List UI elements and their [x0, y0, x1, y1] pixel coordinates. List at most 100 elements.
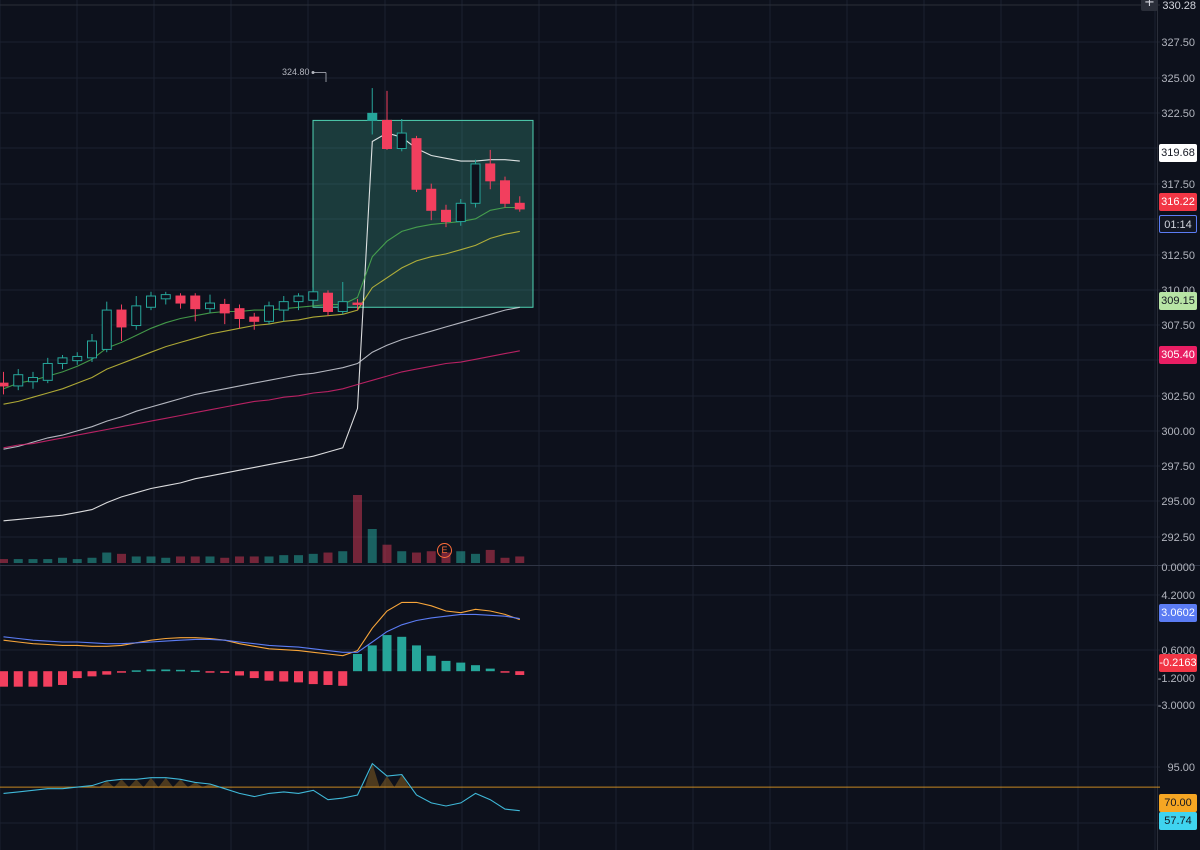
macd-hist-bar: [382, 635, 392, 672]
macd-hist-bar: [471, 665, 480, 672]
volume-bar: [426, 551, 436, 563]
macd-hist-bar: [323, 671, 333, 685]
volume-bar: [353, 495, 362, 563]
candle-body: [28, 377, 38, 383]
volume-bar: [249, 556, 259, 563]
macd-hist-bar: [441, 660, 451, 672]
macd-tick-label: -3.0000: [1158, 700, 1195, 712]
peak-marker-dot: [311, 71, 315, 74]
ma-line-1: [3, 206, 520, 390]
volume-bar: [500, 557, 510, 563]
candle-body: [514, 202, 525, 210]
candle-body: [116, 309, 127, 328]
price-axis[interactable]: 327.50325.00322.50317.50315.00312.50310.…: [1158, 37, 1195, 774]
macd-hist-bar: [500, 671, 510, 673]
volume-bar: [294, 555, 303, 563]
candle-body: [411, 138, 422, 190]
macd-hist-bar: [294, 671, 303, 683]
price-tick-label: 307.50: [1161, 320, 1195, 332]
macd-hist-bar: [338, 671, 348, 686]
volume-bar: [72, 559, 82, 563]
macd-hist-bar: [28, 671, 38, 687]
macd-tag: 3.0602: [1159, 604, 1197, 622]
candle-body: [382, 119, 392, 150]
candle-body: [367, 112, 378, 121]
candle-body: [160, 294, 171, 300]
countdown-tag: 01:14: [1159, 215, 1197, 233]
macd-hist-bar: [353, 654, 362, 672]
event-icon[interactable]: E: [437, 543, 452, 558]
candle-body: [337, 301, 348, 312]
volume-bar: [235, 556, 244, 563]
macd-hist-bar: [161, 669, 171, 672]
price-tick-label: 327.50: [1161, 37, 1195, 49]
price-tick-label: 312.50: [1161, 250, 1195, 262]
candle-body: [470, 163, 481, 204]
price-tick-label: 302.50: [1161, 391, 1195, 403]
macd-hist-bar: [146, 669, 156, 672]
candle-body: [323, 292, 333, 312]
price-tick-label: 297.50: [1161, 461, 1195, 473]
price-tick-label: 325.00: [1161, 73, 1195, 85]
grid: [0, 0, 1160, 850]
candle-body: [396, 132, 407, 149]
volume-bar: [87, 557, 97, 563]
candle-body: [42, 362, 53, 381]
volume-bar: [382, 544, 392, 563]
volume-bar: [146, 556, 156, 563]
volume-bar: [0, 559, 8, 563]
macd-line: [3, 613, 520, 653]
macd-hist-tag: -0.2163: [1159, 654, 1197, 672]
volume-bar: [264, 556, 274, 563]
candle-body: [57, 357, 68, 364]
macd-hist-bar: [249, 671, 259, 679]
moving-averages: [3, 132, 520, 522]
volume-bar: [367, 529, 377, 563]
peak-marker: [311, 71, 327, 82]
candle-body: [278, 301, 289, 311]
price-tick-label: 295.00: [1161, 496, 1195, 508]
macd-hist-bar: [485, 668, 495, 672]
ma-tag: 305.40: [1159, 346, 1197, 364]
current-price-tag: 316.22: [1159, 193, 1197, 211]
volume-bar: [338, 551, 348, 563]
range-selection-box[interactable]: [312, 119, 534, 308]
candle-body: [146, 295, 156, 308]
macd-hist-bar: [235, 671, 244, 676]
macd-hist-bar: [0, 671, 8, 687]
last-close-tag: 319.68: [1159, 144, 1197, 162]
candle-body: [352, 302, 363, 305]
volume-bar: [190, 556, 200, 563]
macd-hist-bar: [426, 655, 436, 672]
macd-hist-bar: [131, 670, 141, 672]
macd-hist-bar: [515, 671, 525, 675]
macd-hist-bar: [13, 671, 23, 687]
volume-bar: [43, 559, 53, 563]
price-tick-label: 317.50: [1161, 179, 1195, 191]
candle-body: [293, 295, 304, 303]
ma-line-3: [3, 306, 520, 450]
macd-signal-line: [3, 601, 520, 657]
rsi-indicator: [0, 762, 1160, 812]
ma-line-2: [3, 230, 520, 405]
volume-bar: [131, 556, 141, 563]
macd-hist-bar: [367, 645, 377, 672]
top-price-label: 330.28: [1162, 0, 1196, 12]
candle-body: [72, 355, 83, 362]
candle-body: [205, 302, 215, 310]
macd-hist-bar: [205, 671, 215, 673]
volume-bar: [397, 551, 407, 563]
price-tick-label: 0.0000: [1161, 562, 1195, 574]
macd-hist-bar: [279, 671, 289, 682]
candle-body: [87, 340, 97, 359]
price-tick-label: 300.00: [1161, 426, 1195, 438]
macd-hist-bar: [308, 671, 318, 685]
macd-hist-bar: [264, 671, 274, 681]
candle-body: [175, 295, 186, 304]
macd-tick-label: -1.2000: [1158, 673, 1195, 685]
rsi-level-tag: 70.00: [1159, 794, 1197, 812]
add-plus-button[interactable]: +: [1141, 0, 1158, 11]
volume-bar: [412, 552, 421, 563]
macd-hist-bar: [190, 670, 200, 673]
